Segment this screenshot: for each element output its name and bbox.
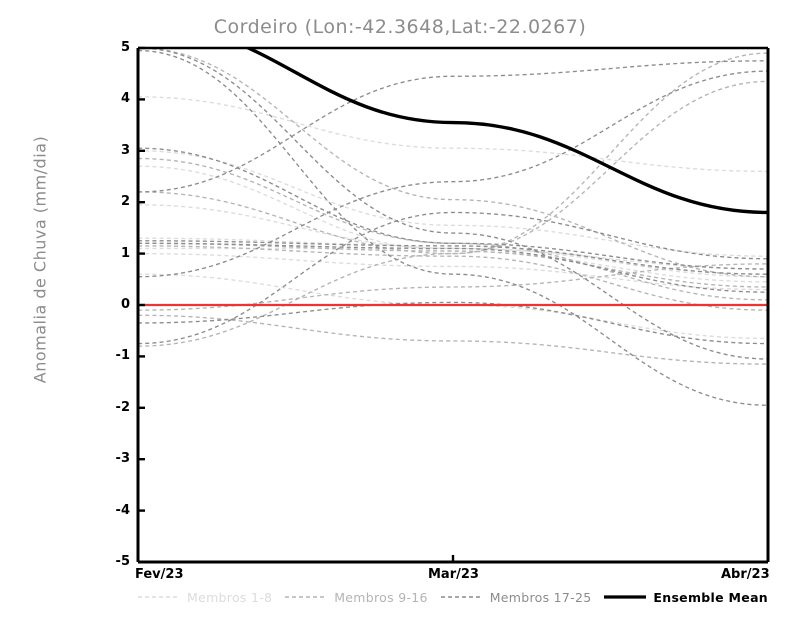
legend-item-membros-17-25[interactable]: Membros 17-25 <box>440 589 592 605</box>
y-tick-label: 2 <box>120 194 130 210</box>
axis-layer <box>136 46 770 564</box>
legend-swatch-dashed-mid <box>285 593 328 601</box>
x-tick-label: Fev/23 <box>135 567 184 582</box>
series-line <box>138 48 768 278</box>
series-line <box>138 263 768 311</box>
series-line <box>138 204 768 270</box>
series-line <box>138 211 768 345</box>
y-tick-label: -5 <box>115 554 130 569</box>
legend-swatch-dashed-dark <box>440 593 483 601</box>
y-tick-label: -1 <box>115 348 130 364</box>
series-line <box>244 48 768 215</box>
series-line <box>138 49 768 406</box>
series-line <box>138 157 768 301</box>
y-tick-label: -4 <box>115 502 130 518</box>
y-tick-label: 1 <box>120 245 130 261</box>
series-line <box>138 70 768 278</box>
series-line <box>138 60 768 193</box>
legend-swatch-solid-black <box>604 593 647 601</box>
legend-label: Ensemble Mean <box>653 589 768 605</box>
series-line <box>138 252 768 291</box>
series-line <box>138 240 768 275</box>
series-line <box>138 80 768 255</box>
series-line <box>138 165 768 283</box>
series-line <box>138 242 768 293</box>
series-line <box>138 301 768 345</box>
legend-label: Membros 1-8 <box>187 589 273 605</box>
series-line <box>138 48 768 360</box>
legend-item-ensemble-mean[interactable]: Ensemble Mean <box>604 590 768 605</box>
legend-swatch-dashed-light <box>138 593 180 601</box>
y-tick-label: -3 <box>115 451 130 467</box>
chart-legend: Membros 1-8 Membros 9-16 Membros 17-25 E… <box>138 586 768 608</box>
series-line <box>138 96 768 173</box>
y-tick-label: 4 <box>120 91 130 107</box>
series-line <box>138 150 768 257</box>
y-tick-label: -2 <box>115 399 130 415</box>
series-line <box>138 52 768 347</box>
y-tick-label: 0 <box>120 297 130 312</box>
y-tick-label: 5 <box>120 40 130 55</box>
legend-label: Membros 17-25 <box>489 589 592 605</box>
series-line <box>138 245 768 311</box>
y-tick-label: 3 <box>120 142 130 158</box>
series-layer <box>138 48 768 406</box>
legend-item-membros-1-8[interactable]: Membros 1-8 <box>138 590 272 605</box>
chart-title: Cordeiro (Lon:-42.3648,Lat:-22.0267) <box>213 16 587 38</box>
x-tick-label: Abr/23 <box>721 567 770 582</box>
series-line <box>138 247 768 275</box>
series-line <box>138 147 768 270</box>
legend-item-membros-9-16[interactable]: Membros 9-16 <box>285 590 428 605</box>
series-line <box>138 314 768 365</box>
x-tick-label: Mar/23 <box>428 567 479 582</box>
legend-label: Membros 9-16 <box>334 589 428 605</box>
